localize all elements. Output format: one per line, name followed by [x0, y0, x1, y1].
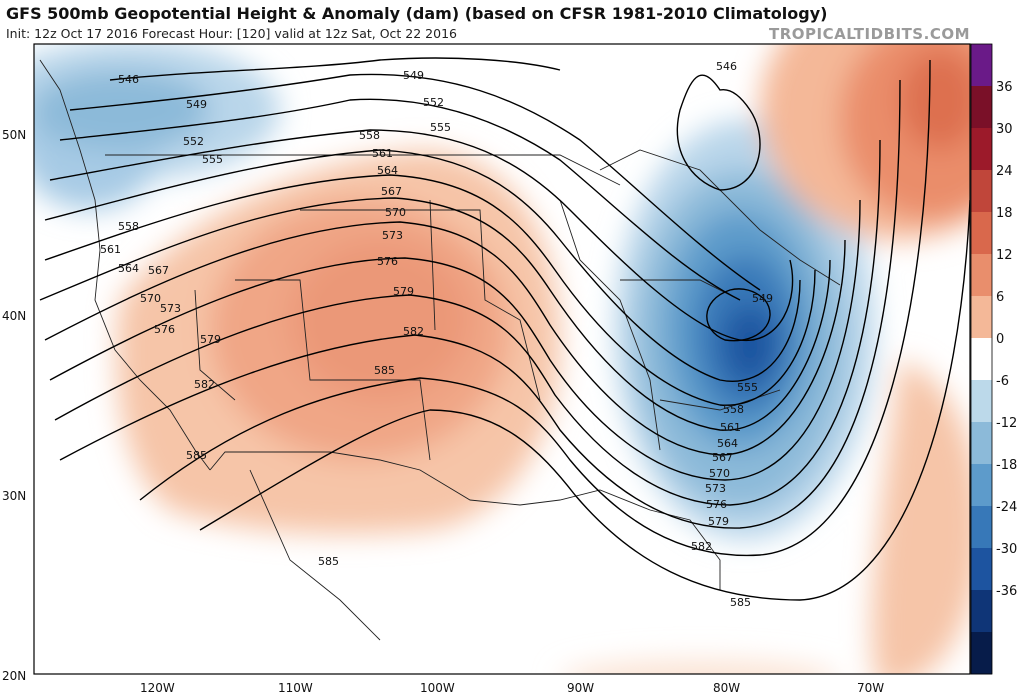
colorbar-swatch: [971, 86, 992, 129]
contour-label: 561: [372, 147, 393, 160]
colorbar-label: -12: [996, 416, 1017, 431]
contour-label: 555: [430, 121, 451, 134]
colorbar-label: -30: [996, 542, 1017, 557]
latitude-labels: 50N 40N 30N 20N: [2, 128, 26, 683]
contour-label: 567: [148, 264, 169, 277]
contour-label: 573: [382, 229, 403, 242]
lon-label: 70W: [857, 681, 884, 695]
colorbar-swatch: [971, 422, 992, 465]
longitude-labels: 120W 110W 100W 90W 80W 70W: [140, 681, 884, 695]
colorbar-swatch: [971, 296, 992, 339]
lon-label: 110W: [278, 681, 313, 695]
contour-label: 585: [730, 596, 751, 609]
contour-labels: 546 549 552 555 558 561 564 567 570 573 …: [100, 60, 773, 609]
contour-label: 582: [691, 540, 712, 553]
contour-label: 549: [752, 292, 773, 305]
contour-label: 546: [118, 73, 139, 86]
contour-label: 558: [723, 403, 744, 416]
colorbar-label: -6: [996, 374, 1009, 389]
contour-label: 561: [720, 421, 741, 434]
lat-label: 40N: [2, 309, 26, 323]
contour-label: 561: [100, 243, 121, 256]
colorbar-swatch: [971, 590, 992, 633]
contour-label: 555: [737, 381, 758, 394]
contour-label: 546: [716, 60, 737, 73]
contour-label: 576: [154, 323, 175, 336]
contour-label: 552: [183, 135, 204, 148]
colorbar-label: 12: [996, 248, 1013, 263]
contour-label: 564: [717, 437, 738, 450]
colorbar-swatch: [971, 506, 992, 549]
boundaries: [39, 59, 841, 641]
colorbar: 36 30 24 18 12 6 0 -6 -12 -18 -24 -30 -36: [970, 43, 1017, 675]
colorbar-swatch: [971, 632, 992, 675]
height-contours: [39, 57, 970, 601]
colorbar-swatch: [971, 128, 992, 171]
colorbar-swatch: [971, 464, 992, 507]
chart-subtitle: Init: 12z Oct 17 2016 Forecast Hour: [12…: [6, 26, 457, 41]
lon-label: 80W: [713, 681, 740, 695]
contour-label: 564: [118, 262, 139, 275]
contour-label: 558: [359, 129, 380, 142]
colorbar-label: 36: [996, 80, 1013, 95]
contour-label: 549: [403, 69, 424, 82]
contour-label: 573: [160, 302, 181, 315]
contour-label: 576: [706, 498, 727, 511]
contour-label: 585: [318, 555, 339, 568]
contour-label: 570: [140, 292, 161, 305]
lon-label: 100W: [420, 681, 455, 695]
colorbar-label: -36: [996, 584, 1017, 599]
colorbar-frame: [970, 43, 993, 675]
colorbar-label: -18: [996, 458, 1017, 473]
lat-label: 50N: [2, 128, 26, 142]
contour-label: 579: [393, 285, 414, 298]
contour-label: 570: [385, 206, 406, 219]
contour-label: 579: [200, 333, 221, 346]
colorbar-label: 24: [996, 164, 1013, 179]
colorbar-swatch: [971, 338, 992, 381]
colorbar-label: 6: [996, 290, 1004, 305]
contour-label: 573: [705, 482, 726, 495]
contour-label: 585: [374, 364, 395, 377]
contour-label: 564: [377, 164, 398, 177]
chart-title: GFS 500mb Geopotential Height & Anomaly …: [6, 4, 828, 23]
colorbar-label: 18: [996, 206, 1013, 221]
colorbar-swatch: [971, 44, 992, 87]
contour-label: 585: [186, 449, 207, 462]
colorbar-swatch: [971, 548, 992, 591]
contour-label: 576: [377, 255, 398, 268]
lat-label: 30N: [2, 489, 26, 503]
colorbar-swatch: [971, 212, 992, 255]
colorbar-swatch: [971, 254, 992, 297]
brand-watermark: TROPICALTIDBITS.COM: [769, 25, 970, 43]
contour-label: 552: [423, 96, 444, 109]
contour-label: 570: [709, 467, 730, 480]
colorbar-swatch: [971, 170, 992, 213]
map-frame: [33, 43, 971, 675]
contour-label: 579: [708, 515, 729, 528]
contour-label: 558: [118, 220, 139, 233]
lon-label: 120W: [140, 681, 175, 695]
contour-label: 555: [202, 153, 223, 166]
colorbar-label: 0: [996, 332, 1004, 347]
contour-label: 549: [186, 98, 207, 111]
colorbar-label: 30: [996, 122, 1013, 137]
colorbar-swatch: [971, 380, 992, 423]
contour-label: 567: [381, 185, 402, 198]
contour-label: 567: [712, 451, 733, 464]
contour-label: 582: [194, 378, 215, 391]
lat-label: 20N: [2, 669, 26, 683]
lon-label: 90W: [567, 681, 594, 695]
contour-label: 582: [403, 325, 424, 338]
colorbar-label: -24: [996, 500, 1017, 515]
